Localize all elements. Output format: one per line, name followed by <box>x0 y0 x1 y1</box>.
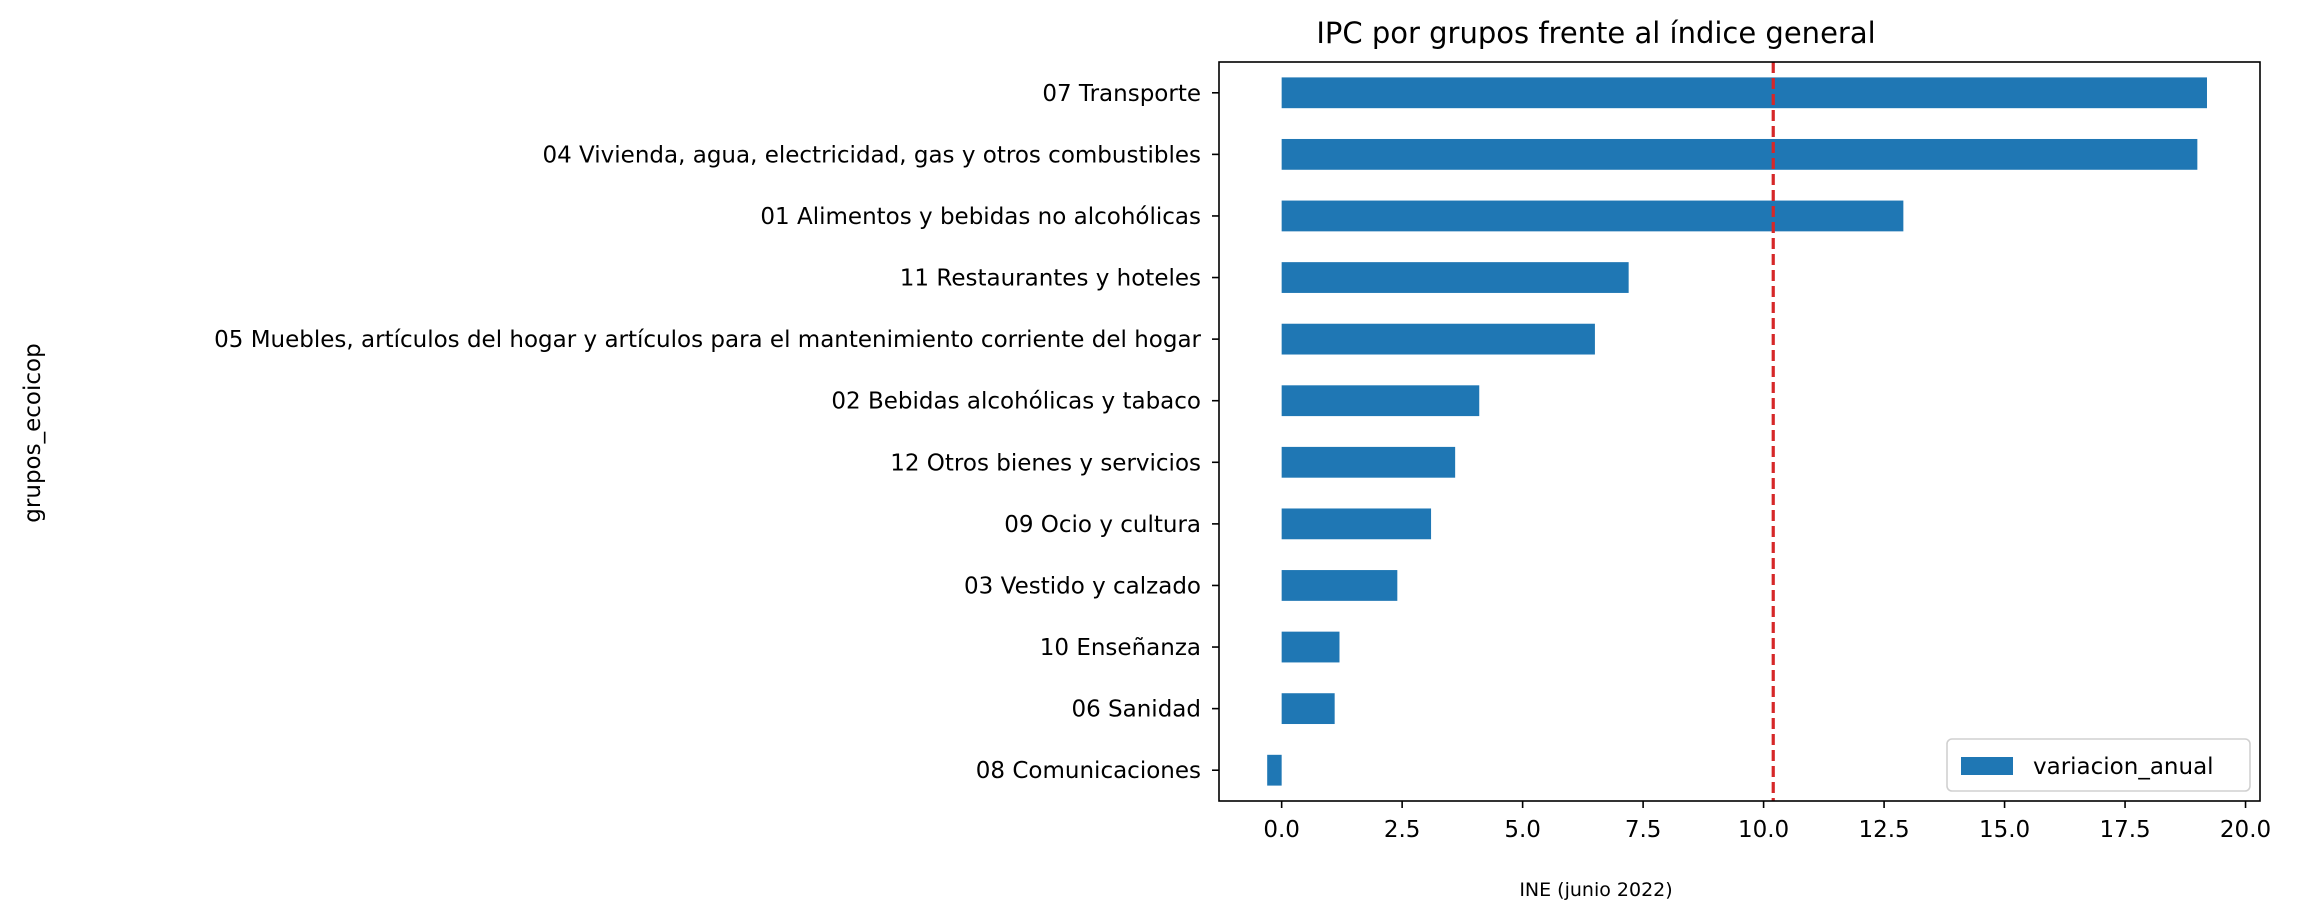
x-tick-label: 10.0 <box>1738 817 1789 843</box>
category-label: 03 Vestido y calzado <box>964 573 1201 599</box>
bar <box>1281 446 1456 478</box>
bar <box>1281 138 2198 170</box>
legend-box <box>1946 738 2251 792</box>
legend-label: variacion_anual <box>2033 754 2214 780</box>
category-label: 06 Sanidad <box>1071 697 1201 723</box>
category-label: 07 Transporte <box>1042 81 1201 107</box>
x-tick-label: 2.5 <box>1384 817 1421 843</box>
bar <box>1281 323 1595 355</box>
legend-swatch <box>1961 757 2013 775</box>
bar <box>1281 200 1904 232</box>
bar <box>1281 508 1432 540</box>
category-label: 12 Otros bienes y servicios <box>890 450 1201 476</box>
x-tick-label: 20.0 <box>2220 817 2271 843</box>
category-label: 02 Bebidas alcohólicas y tabaco <box>831 389 1201 415</box>
y-axis-label: grupos_ecoicop <box>20 343 46 522</box>
x-tick-label: 12.5 <box>1858 817 1909 843</box>
plot-area: 07 Transporte 04 Vivienda, agua, electric… <box>214 61 2271 843</box>
x-tick-label: 15.0 <box>1979 817 2030 843</box>
x-tick-label: 7.5 <box>1625 817 1662 843</box>
bar <box>1281 77 2207 109</box>
bar <box>1281 693 1335 725</box>
category-label: 11 Restaurantes y hoteles <box>900 266 1201 292</box>
category-label: 01 Alimentos y bebidas no alcohólicas <box>760 204 1201 230</box>
x-tick-label: 0.0 <box>1263 817 1300 843</box>
x-tick-label: 17.5 <box>2099 817 2150 843</box>
chart-title: IPC por grupos frente al índice general <box>1316 16 1875 50</box>
bar <box>1267 754 1282 786</box>
bar <box>1281 631 1340 663</box>
chart-caption: INE (junio 2022) <box>1519 879 1672 901</box>
x-tick-label: 5.0 <box>1504 817 1541 843</box>
category-label: 05 Muebles, artículos del hogar y artícu… <box>214 327 1201 353</box>
category-label: 09 Ocio y cultura <box>1004 512 1201 538</box>
bar <box>1281 262 1629 293</box>
bar <box>1281 570 1398 601</box>
bar <box>1281 385 1480 417</box>
category-label: 04 Vivienda, agua, electricidad, gas y o… <box>542 142 1201 168</box>
category-label: 10 Enseñanza <box>1040 635 1201 661</box>
plot-frame <box>1218 61 2261 802</box>
category-label: 08 Comunicaciones <box>976 758 1201 784</box>
